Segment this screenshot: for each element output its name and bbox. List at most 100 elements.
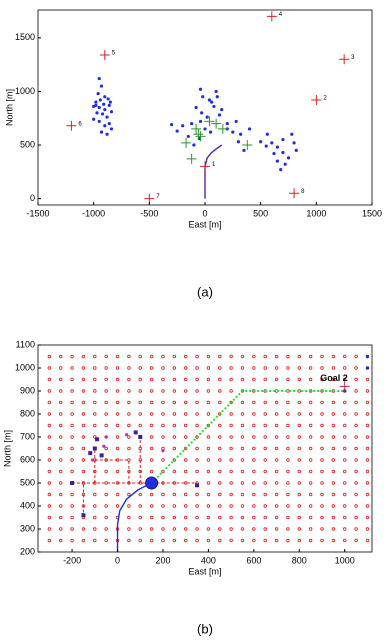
- lattice-point: [104, 446, 108, 451]
- lattice-point: [343, 515, 347, 520]
- lattice-point: [206, 389, 211, 393]
- lattice-point: [331, 527, 336, 531]
- lattice-point: [161, 515, 165, 520]
- plus-marker: [200, 161, 210, 172]
- point: [92, 117, 96, 121]
- lattice-point: [104, 469, 108, 474]
- lattice-point: [274, 481, 279, 485]
- point: [234, 119, 238, 124]
- lattice-point: [127, 504, 131, 508]
- plot-area: [47, 354, 370, 552]
- lattice-point: [263, 504, 267, 508]
- lattice-point: [229, 527, 233, 531]
- lattice-point: [343, 504, 347, 508]
- lattice-point: [343, 492, 347, 497]
- lattice-point: [331, 469, 336, 474]
- lattice-point: [206, 458, 211, 462]
- point: [100, 112, 105, 116]
- point: [275, 159, 279, 163]
- lattice-point: [195, 515, 199, 520]
- lattice-point: [365, 423, 370, 428]
- lattice-point: [263, 400, 267, 405]
- target-label: Goal 2: [320, 373, 348, 383]
- lattice-point: [240, 377, 245, 382]
- lattice-point: [218, 435, 222, 439]
- plus-marker: [242, 140, 253, 150]
- lattice-point: [365, 446, 370, 451]
- lattice-point: [138, 354, 142, 359]
- lattice-point: [308, 354, 313, 359]
- point: [212, 104, 216, 109]
- lattice-point: [47, 366, 52, 370]
- lattice-point: [218, 366, 222, 370]
- lattice-point: [229, 377, 233, 382]
- lattice-point: [252, 481, 256, 485]
- lattice-point: [59, 481, 63, 485]
- lattice-point: [149, 527, 154, 531]
- lattice-point: [229, 354, 233, 359]
- lattice-point: [70, 492, 74, 497]
- plus-marker: [181, 137, 192, 148]
- axes-frame: [37, 9, 373, 206]
- lattice-point: [183, 366, 188, 370]
- lattice-point: [149, 412, 154, 416]
- lattice-point: [172, 366, 177, 370]
- point: [97, 119, 101, 124]
- lattice-point: [81, 469, 86, 474]
- path-line: [94, 459, 130, 483]
- path-line: [204, 144, 223, 199]
- lattice-point: [127, 435, 131, 439]
- lattice-point: [365, 515, 370, 520]
- lattice-point: [320, 515, 324, 520]
- lattice-point: [297, 377, 301, 382]
- lattice-point: [252, 504, 256, 508]
- lattice-point: [263, 492, 267, 497]
- lattice-point: [229, 389, 233, 393]
- plus-marker: [211, 118, 222, 129]
- lattice-point: [149, 423, 154, 428]
- lattice-point: [252, 515, 256, 520]
- lattice-point: [59, 354, 63, 359]
- lattice-point: [161, 412, 165, 416]
- lattice-point: [81, 354, 86, 359]
- lattice-point: [59, 515, 63, 520]
- lattice-point: [161, 504, 165, 508]
- lattice-point: [240, 354, 245, 359]
- lattice-point: [195, 527, 199, 531]
- lattice-point: [172, 538, 177, 543]
- lattice-point: [331, 515, 336, 520]
- lattice-point: [138, 377, 142, 382]
- lattice-point: [274, 446, 279, 451]
- lattice-point: [206, 412, 211, 416]
- square-marker: [95, 437, 100, 442]
- point: [292, 141, 296, 145]
- lattice-point: [93, 377, 97, 382]
- target-label: 8: [301, 189, 305, 195]
- lattice-point: [331, 481, 336, 485]
- lattice-point: [127, 515, 131, 520]
- point: [279, 168, 283, 172]
- lattice-point: [343, 469, 347, 474]
- lattice-point: [274, 354, 279, 359]
- point: [264, 144, 268, 148]
- lattice-point: [354, 412, 358, 416]
- lattice-point: [59, 469, 63, 474]
- point: [259, 140, 263, 144]
- lattice-point: [263, 458, 267, 462]
- lattice-point: [81, 423, 86, 428]
- lattice-point: [59, 492, 63, 497]
- lattice-point: [320, 366, 324, 370]
- plus-marker: [204, 116, 215, 127]
- lattice-point: [331, 446, 336, 451]
- caption: (a): [197, 284, 213, 299]
- lattice-point: [47, 527, 52, 531]
- lattice-point: [161, 492, 165, 497]
- point: [104, 435, 108, 439]
- point: [161, 449, 165, 453]
- square-marker: [81, 513, 86, 518]
- lattice-point: [218, 469, 222, 474]
- lattice-point: [320, 504, 324, 508]
- point: [108, 100, 112, 104]
- lattice-point: [218, 515, 222, 520]
- lattice-point: [115, 446, 120, 451]
